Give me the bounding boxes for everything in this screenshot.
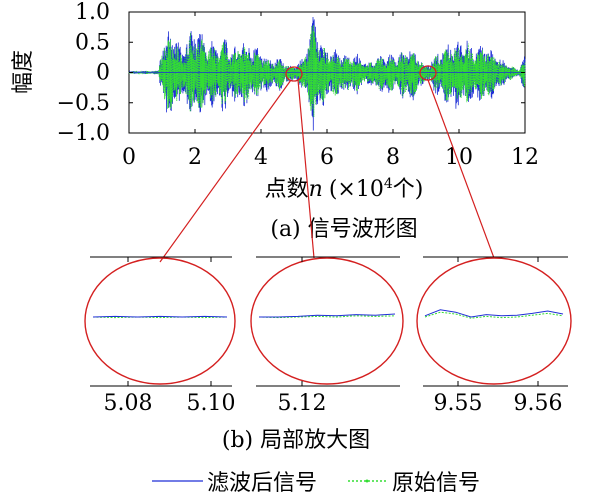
inset-panel: 9.55 9.56 [416,256,572,416]
main-xtick-label: 10 [445,145,473,170]
inset-series-original [92,316,228,319]
inset-tick-label: 5.10 [187,391,236,416]
main-ylabel: 幅度 [11,50,36,94]
main-ytick-label: −1.0 [57,121,110,146]
main-ytick-label: 1.0 [75,0,110,25]
inset-tick-label: 9.55 [434,391,483,416]
main-xlabel: 点数n (×104个) [265,176,424,202]
inset-series-original [258,315,396,319]
main-ytick-label: 0.5 [75,30,110,55]
legend-marker-original [365,479,369,483]
inset-panels: 5.08 5.10 5.12 9.55 9.56 [84,256,572,416]
legend-label-original: 原始信号 [392,471,480,496]
main-xlabel-unit-close: 个) [393,177,424,202]
callout-line-1 [159,79,292,263]
main-xlabel-unit-exp: 4 [384,176,393,192]
inset-tick-label: 5.12 [278,391,327,416]
caption-b: (b) 局部放大图 [222,428,370,453]
inset-panel: 5.12 [250,256,404,416]
inset-series-original [424,311,564,319]
inset-panel: 5.08 5.10 [84,256,236,416]
legend-label-filtered: 滤波后信号 [207,471,317,496]
main-xtick-label: 6 [320,145,334,170]
inset-ellipse [84,257,236,385]
callout-lines [159,79,495,263]
legend: 滤波后信号 原始信号 [152,471,480,496]
main-series-original [128,25,526,118]
main-plot: 0 2 4 6 8 10 12 1.00.50−0.5−1.0 幅度 点数n (×104个) … [11,0,539,242]
main-xtick-label: 8 [386,145,400,170]
callout-line-3 [427,79,495,259]
inset-tick-label: 5.08 [104,391,153,416]
main-xtick-label: 4 [254,145,268,170]
main-xlabel-prefix: 点数 [265,177,309,202]
main-series-group [128,16,526,131]
main-y-ticks: 1.0 0.5 0 −0.5 −1.0 [57,0,525,146]
main-xlabel-var: n [309,177,323,202]
main-ytick-label: 0 [96,61,110,86]
callout-circle-left [285,66,303,82]
inset-series-filtered [424,309,564,318]
main-xlabel-unit-open: (×10 [329,177,384,202]
inset-tick-label: 9.56 [514,391,563,416]
inset-ellipse [416,257,572,385]
inset-series-filtered [92,315,228,318]
main-ytick-label: −0.5 [57,91,110,116]
main-xtick-label: 2 [188,145,202,170]
inset-series-filtered [259,313,396,318]
inset-ellipse [250,257,404,385]
main-xtick-label: 0 [122,145,136,170]
caption-a: (a) 信号波形图 [270,217,417,242]
main-x-ticks: 0 2 4 6 8 10 12 [122,12,539,170]
callout-line-2 [297,79,315,259]
main-xtick-label: 12 [511,145,539,170]
